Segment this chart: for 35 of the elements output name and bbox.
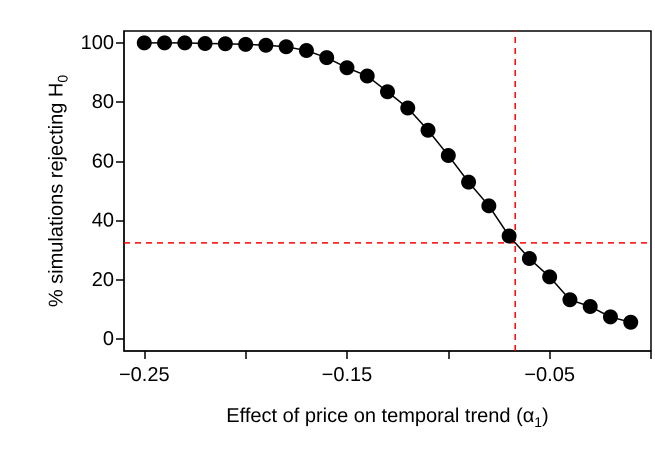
point — [522, 251, 537, 266]
point — [360, 68, 375, 84]
y-tick-label: 40 — [92, 210, 114, 232]
point — [136, 35, 152, 50]
point — [400, 100, 416, 116]
point — [602, 309, 618, 324]
point — [420, 122, 436, 138]
point — [278, 39, 294, 54]
point — [339, 60, 354, 76]
point — [298, 43, 314, 58]
point — [461, 174, 476, 190]
y-tick-label: 60 — [92, 150, 114, 172]
point — [380, 84, 395, 100]
point — [177, 35, 192, 50]
x-tick-label: −0.05 — [524, 364, 575, 386]
y-tick-label: 80 — [92, 91, 114, 114]
point — [623, 314, 638, 330]
y-tick-label: 100 — [80, 32, 114, 54]
point — [582, 299, 598, 314]
point — [238, 36, 254, 52]
point — [440, 148, 456, 163]
point — [258, 38, 274, 53]
point — [542, 269, 558, 284]
point — [218, 36, 233, 52]
point — [198, 36, 213, 51]
point — [157, 35, 172, 50]
y-tick-label: 20 — [92, 268, 114, 291]
y-axis-title: % simulations rejecting H0 — [46, 74, 71, 308]
x-tick-label: −0.25 — [118, 364, 170, 386]
y-tick-label: 0 — [102, 328, 114, 350]
point — [481, 198, 496, 214]
point — [502, 228, 517, 244]
point — [319, 50, 334, 66]
point — [562, 292, 578, 308]
x-tick-label: −0.15 — [322, 364, 372, 386]
